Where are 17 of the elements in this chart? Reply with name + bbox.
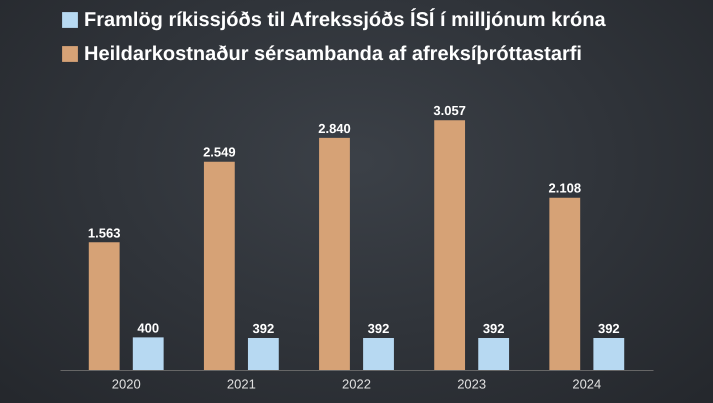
data-label: 2.108 xyxy=(548,180,582,196)
data-label: 400 xyxy=(137,320,160,336)
data-label: 2.840 xyxy=(318,120,351,136)
x-tick-label: 2021 xyxy=(226,376,256,392)
data-label: 392 xyxy=(252,320,274,336)
legend-label: Heildarkostnaður sérsambanda af afreksíþróttastarfi xyxy=(84,43,582,65)
data-label: 3.057 xyxy=(433,103,466,118)
x-tick-label: 2022 xyxy=(342,376,371,392)
data-label: 392 xyxy=(368,320,390,336)
data-label: 392 xyxy=(482,320,505,336)
data-label: 392 xyxy=(598,320,620,336)
data-label: 1.563 xyxy=(88,225,120,240)
x-tick-label: 2024 xyxy=(572,376,602,392)
x-tick-label: 2020 xyxy=(112,376,141,392)
x-tick-label: 2023 xyxy=(457,376,486,392)
data-label: 2.549 xyxy=(203,144,236,160)
legend-label: Framlög ríkissjóðs til Afrekssjóðs ÍSÍ í milljónum króna xyxy=(84,8,606,31)
